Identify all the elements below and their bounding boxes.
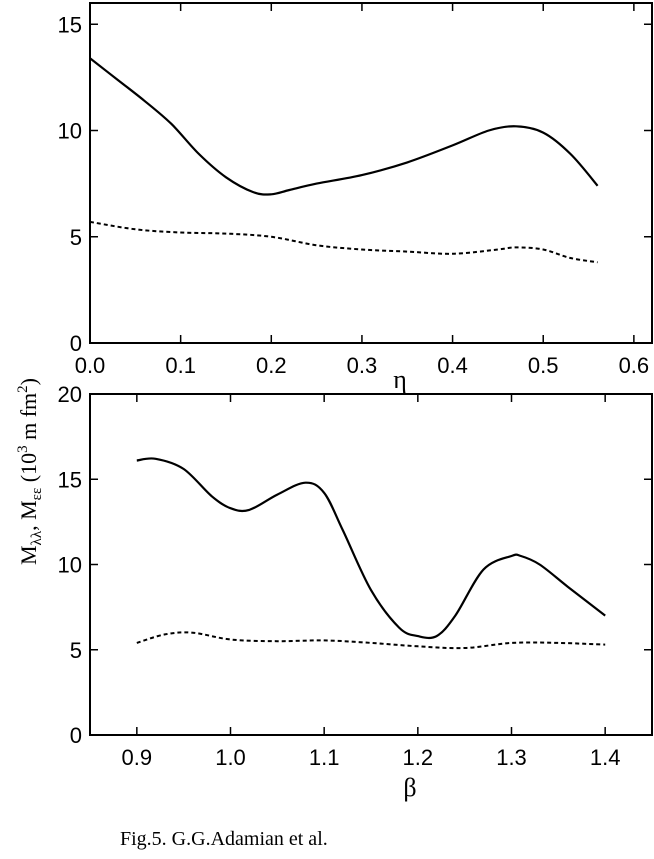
x-axis-label: η xyxy=(393,365,407,394)
x-tick-label: 1.4 xyxy=(590,745,621,770)
ylabel-sub1: λλ xyxy=(29,530,45,545)
y-tick-label: 0 xyxy=(70,331,82,356)
x-tick-label: 1.3 xyxy=(496,745,527,770)
x-tick-label: 1.0 xyxy=(215,745,246,770)
x-tick-label: 0.4 xyxy=(437,353,468,378)
ylabel-unit1: (10 xyxy=(16,453,41,488)
y-tick-label: 15 xyxy=(58,12,82,37)
plot-frame xyxy=(89,2,653,344)
dashed-series-line xyxy=(89,220,598,264)
y-tick-label: 0 xyxy=(70,723,82,748)
ylabel-m1: M xyxy=(16,545,41,565)
x-tick-label: 1.2 xyxy=(403,745,434,770)
top-panel: 0.0 0.1 0.2 0.3 0.4 0.5 0.6 0 5 10 15 η xyxy=(58,2,653,394)
plot-frame xyxy=(89,393,653,736)
bottom-panel: 0.9 1.0 1.1 1.2 1.3 1.4 0 5 10 15 20 β xyxy=(58,382,653,802)
figure-caption: Fig.5. G.G.Adamian et al. xyxy=(120,828,328,850)
ylabel-sep: , M xyxy=(16,500,41,531)
x-tick-label: 0.2 xyxy=(256,353,287,378)
y-tick-label: 5 xyxy=(70,225,82,250)
ylabel-unit3: ) xyxy=(16,378,41,385)
x-tick-label: 0.9 xyxy=(122,745,153,770)
solid-series-line xyxy=(89,57,599,196)
ylabel-exp2: 2 xyxy=(15,385,31,393)
x-tick-label: 1.1 xyxy=(309,745,340,770)
x-tick-label: 0.0 xyxy=(75,353,106,378)
ylabel-sub2: εε xyxy=(29,488,45,501)
x-tick-label: 0.6 xyxy=(619,353,650,378)
x-tick-label: 0.5 xyxy=(528,353,559,378)
y-tick-label: 10 xyxy=(58,553,82,578)
solid-series-line xyxy=(136,457,606,640)
x-axis-label: β xyxy=(403,773,416,802)
ylabel-unit2: m fm xyxy=(16,393,41,446)
y-tick-label: 10 xyxy=(58,119,82,144)
ylabel-exp1: 3 xyxy=(15,445,31,453)
y-tick-label: 20 xyxy=(58,382,82,407)
x-tick-label: 0.3 xyxy=(347,353,378,378)
y-tick-label: 5 xyxy=(70,638,82,663)
shared-y-axis-label: Mλλ, Mεε (103 m fm2) xyxy=(15,378,45,565)
dashed-series-line xyxy=(136,631,606,650)
x-tick-label: 0.1 xyxy=(165,353,196,378)
y-tick-label: 15 xyxy=(58,467,82,492)
